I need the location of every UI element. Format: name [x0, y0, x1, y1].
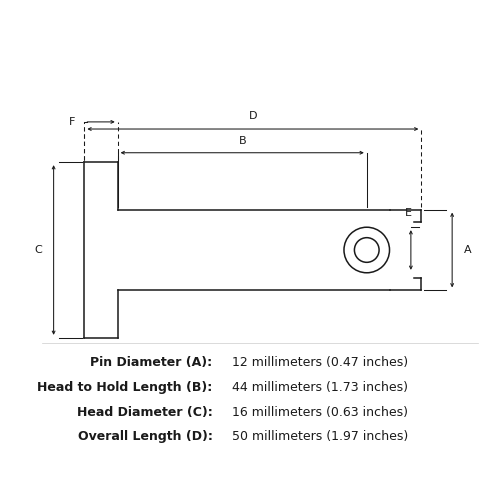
Text: 12 millimeters (0.47 inches): 12 millimeters (0.47 inches)	[232, 356, 408, 370]
Text: D: D	[248, 110, 257, 120]
Text: A: A	[464, 245, 471, 255]
Text: C: C	[34, 245, 42, 255]
Text: B: B	[238, 136, 246, 146]
Text: Head to Hold Length (B):: Head to Hold Length (B):	[38, 381, 212, 394]
Text: E: E	[405, 208, 412, 218]
Text: 44 millimeters (1.73 inches): 44 millimeters (1.73 inches)	[232, 381, 408, 394]
Text: Pin Diameter (A):: Pin Diameter (A):	[90, 356, 212, 370]
Text: 16 millimeters (0.63 inches): 16 millimeters (0.63 inches)	[232, 406, 408, 419]
Text: Head Diameter (C):: Head Diameter (C):	[77, 406, 212, 419]
Text: Overall Length (D):: Overall Length (D):	[78, 430, 212, 444]
Text: 50 millimeters (1.97 inches): 50 millimeters (1.97 inches)	[232, 430, 408, 444]
Text: F: F	[68, 117, 75, 127]
